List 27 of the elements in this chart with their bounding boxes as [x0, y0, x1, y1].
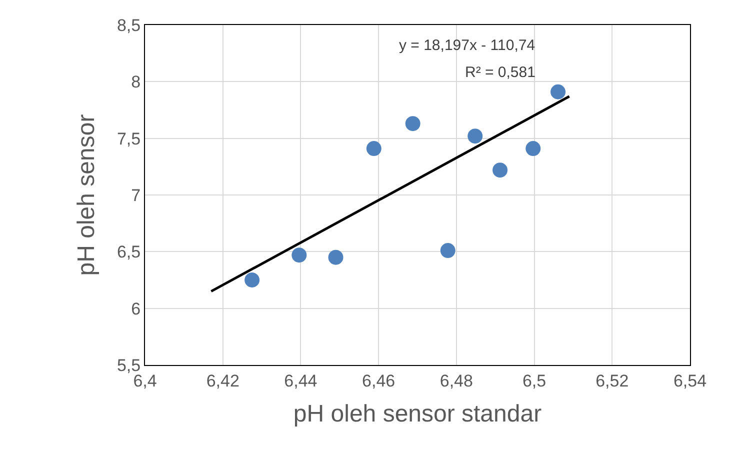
- point: [328, 250, 344, 265]
- y-tick-label: 8,5: [116, 16, 141, 35]
- x-axis-title: pH oleh sensor standar: [293, 400, 542, 428]
- annotation: y = 18,197x - 110,74: [399, 37, 536, 54]
- point: [405, 116, 420, 132]
- point: [366, 141, 382, 156]
- x-tick-label: 6,52: [596, 371, 629, 390]
- x-tick-label: 6,54: [673, 371, 707, 390]
- x-tick-label: 6,46: [362, 371, 396, 390]
- x-tick-label: 6,42: [206, 371, 240, 390]
- point: [440, 243, 456, 258]
- y-tick-label: 7,5: [116, 129, 141, 148]
- y-tick-label: 6,5: [116, 242, 141, 262]
- point: [526, 141, 541, 156]
- y-tick-label: 7: [131, 186, 141, 205]
- x-tick-label: 6,48: [440, 371, 473, 390]
- x-tick-label: 6,5: [522, 371, 546, 390]
- point: [492, 162, 508, 178]
- y-tick-label: 6: [131, 299, 141, 318]
- point: [292, 248, 307, 263]
- y-tick-label: 8: [131, 72, 141, 92]
- point: [244, 272, 260, 288]
- annotation: R² = 0,581: [465, 64, 536, 81]
- point: [468, 128, 483, 144]
- point: [550, 84, 566, 100]
- y-axis-title: pH oleh sensor: [73, 114, 100, 276]
- x-tick-label: 6,44: [284, 371, 318, 390]
